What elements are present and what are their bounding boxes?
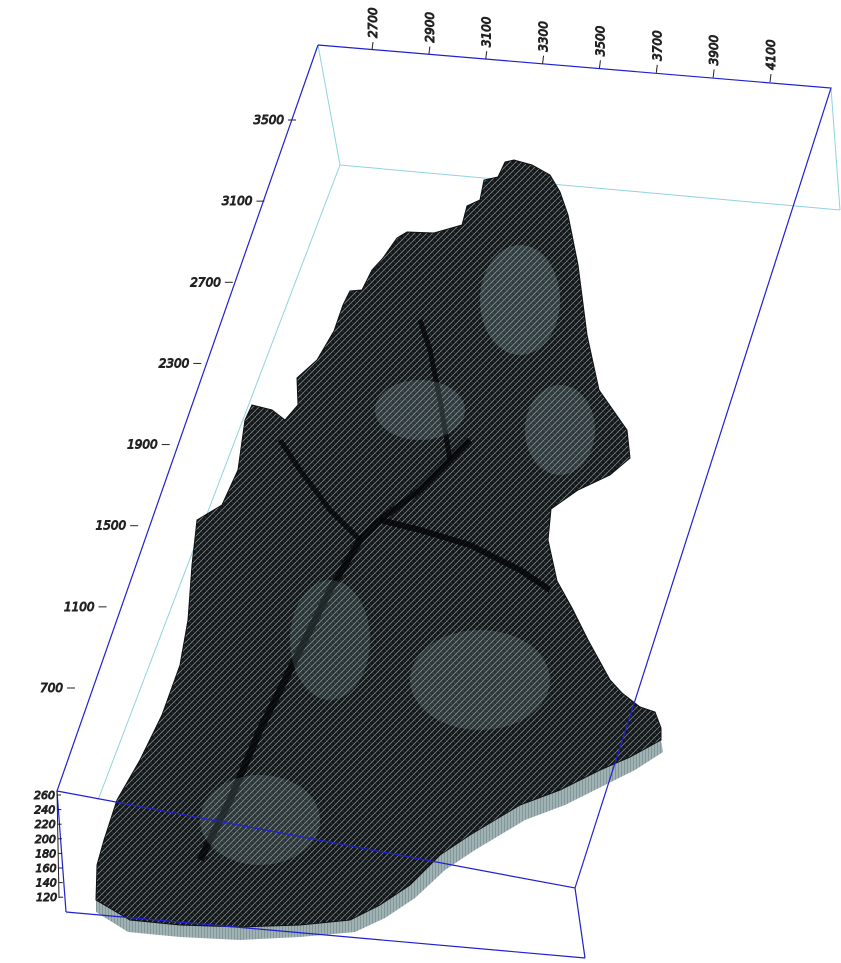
terrain-highlight	[290, 580, 370, 700]
z-tick-label: 200	[35, 833, 56, 846]
z-tick-label: 160	[36, 862, 57, 875]
box-edge	[65, 911, 586, 959]
y-tick-label: 700	[40, 681, 63, 695]
y-tick-label: 2300	[159, 356, 190, 370]
box-edge	[574, 887, 586, 959]
z-tick-label: 120	[36, 891, 57, 904]
x-tick-label: 2900	[423, 12, 437, 43]
z-tick-label: 140	[36, 877, 57, 890]
bounding-box-front	[56, 44, 832, 959]
x-tick-mark	[485, 51, 488, 60]
terrain-mesh	[95, 159, 662, 928]
y-tick-label: 1100	[64, 600, 95, 614]
valley-line	[277, 438, 362, 542]
y-tick-label: 3500	[253, 113, 284, 127]
x-tick-mark	[712, 69, 715, 78]
x-tick-mark	[598, 60, 601, 69]
y-tick-label: 3100	[222, 194, 253, 208]
x-tick-mark	[769, 73, 772, 83]
box-edge	[830, 87, 841, 211]
y-tick-label: 1500	[96, 519, 127, 533]
x-tick-label: 3500	[593, 25, 607, 56]
x-tick-label: 2700	[366, 7, 380, 38]
y-tick-label: 1900	[127, 438, 158, 452]
x-tick-label: 4100	[764, 39, 778, 70]
valley-line	[417, 319, 453, 461]
x-tick-mark	[542, 55, 545, 64]
x-tick-mark	[371, 41, 374, 51]
y-axis: 3500 3100 2700 2300 1900 1500 1100 700	[40, 113, 296, 696]
x-tick-label: 3100	[480, 16, 494, 47]
terrain-highlight	[200, 775, 320, 865]
terrain-highlight	[410, 630, 550, 730]
terrain-surface	[95, 159, 662, 928]
x-tick-label: 3900	[707, 35, 721, 66]
x-tick-label: 3300	[537, 21, 551, 52]
terrain-highlight	[375, 380, 465, 440]
terrain-highlight	[480, 245, 560, 355]
z-tick-label: 220	[35, 818, 56, 831]
z-tick-label: 240	[34, 804, 55, 817]
terrain-highlight	[525, 385, 595, 475]
box-edge	[317, 44, 341, 166]
box-edge	[339, 164, 841, 211]
x-tick-label: 3700	[650, 30, 664, 61]
bounding-box-back	[97, 44, 841, 801]
box-edge	[56, 790, 67, 913]
z-tick-label: 180	[35, 847, 56, 860]
x-tick-mark	[428, 46, 431, 55]
z-tick-label: 260	[34, 789, 55, 802]
z-axis-line	[56, 790, 60, 899]
x-axis: 2700 2900 3100 3300 3500 3700 3900 4100	[366, 7, 779, 83]
valley-line	[379, 517, 552, 593]
y-tick-label: 2700	[190, 275, 221, 289]
box-edge	[97, 164, 341, 801]
x-tick-mark	[655, 64, 658, 73]
valley-line	[378, 437, 473, 523]
